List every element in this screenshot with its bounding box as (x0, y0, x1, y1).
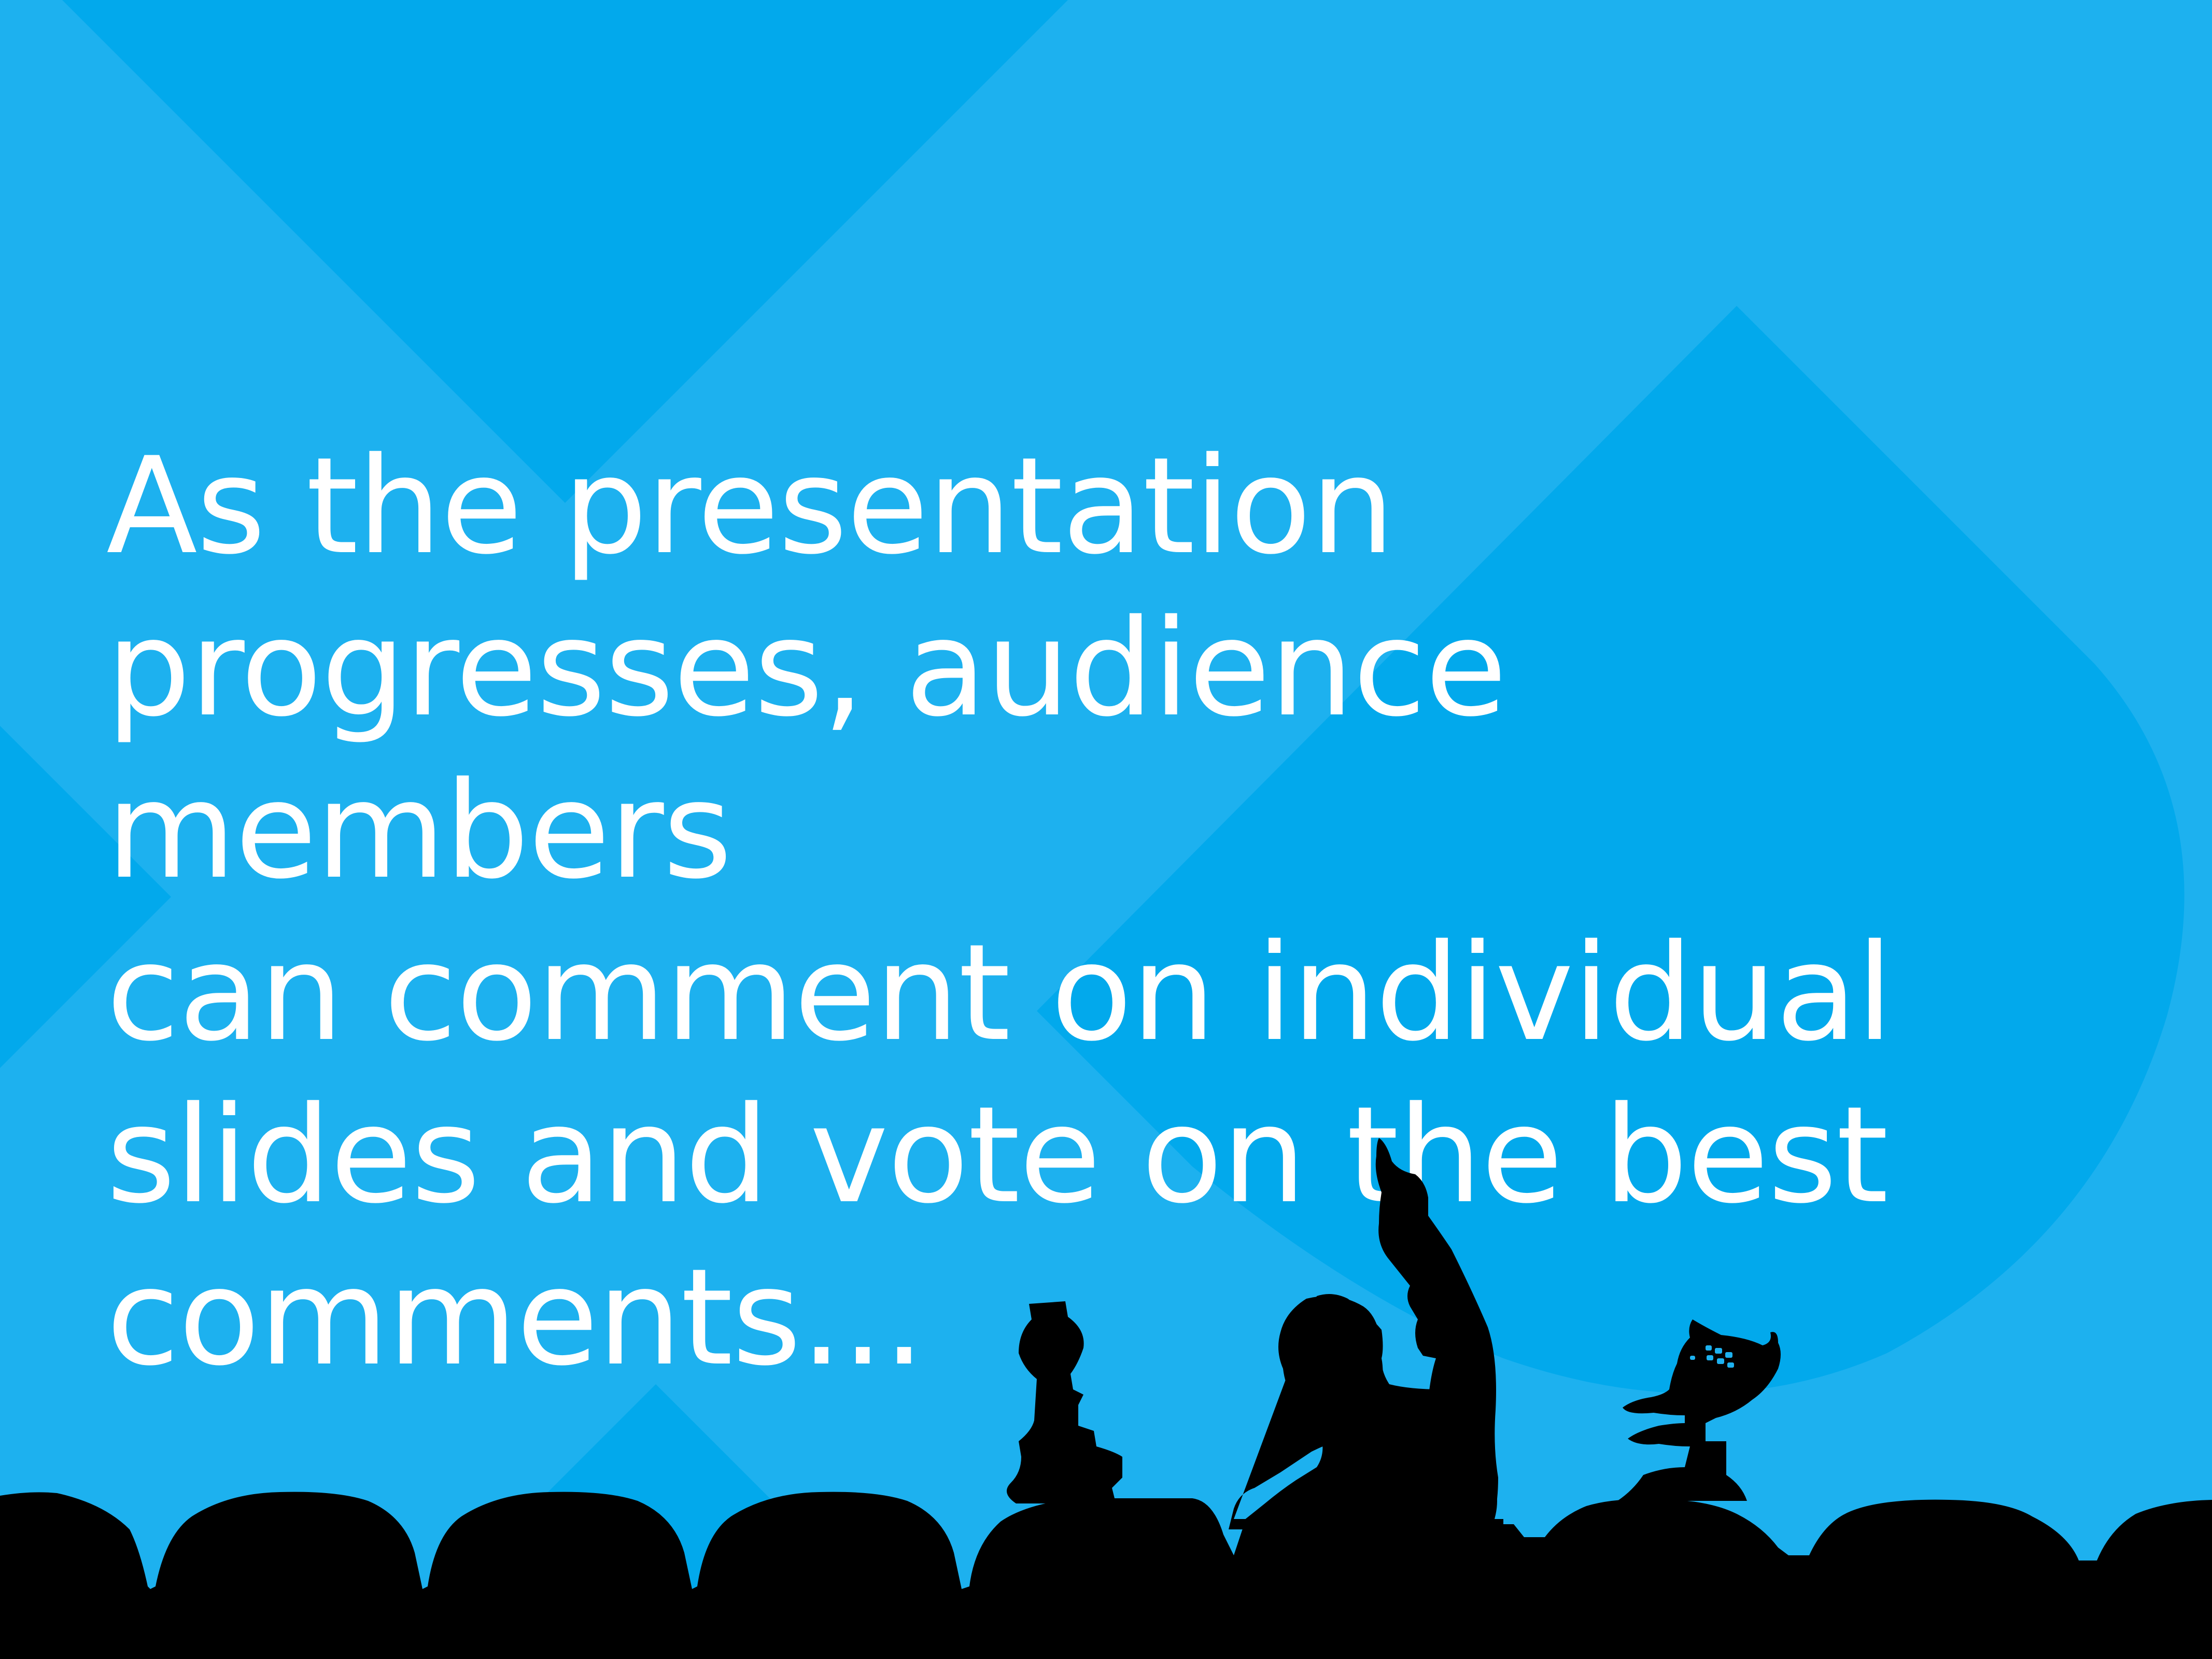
caption-line: progresses, audience members (106, 591, 1507, 908)
robot-servo-grille (1690, 1345, 1734, 1368)
caption-line: As the presentation (106, 428, 1395, 584)
caption-line: can comment on individual (106, 915, 1893, 1071)
bg-shape-right-lobe (1037, 306, 2185, 1394)
caption-line: slides and vote on the best (106, 1077, 1889, 1233)
person-pointing-silhouette (1229, 1138, 1503, 1529)
bg-shape-left-wedge (0, 726, 171, 1068)
bg-shape-top-triangle (62, 0, 1068, 503)
theater-seat-row (0, 1492, 2212, 1659)
slide-caption: As the presentation progresses, audience… (106, 425, 2128, 1399)
robot-crow-silhouette (1007, 1301, 1122, 1503)
robot-servo-silhouette (1617, 1319, 1781, 1501)
caption-line: comments... (106, 1240, 925, 1395)
